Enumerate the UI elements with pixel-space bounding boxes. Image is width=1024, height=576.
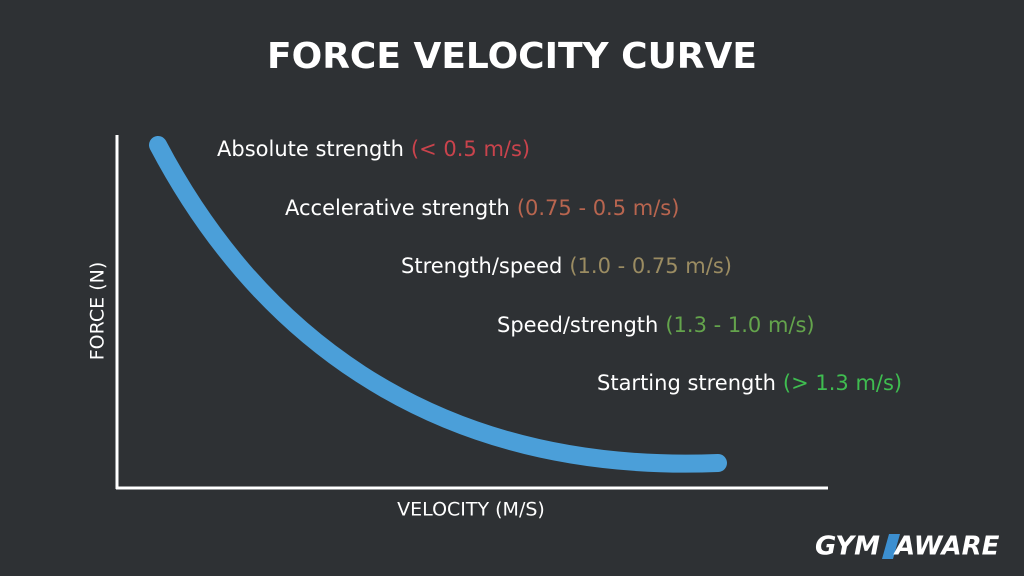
zone-name: Accelerative strength — [285, 196, 510, 220]
zone-name: Absolute strength — [217, 137, 404, 161]
zone-labels: Absolute strength (< 0.5 m/s) Accelerative… — [217, 137, 902, 395]
zone-label: Starting strength (> 1.3 m/s) — [597, 371, 902, 395]
x-axis-label: VELOCITY (M/S) — [397, 499, 545, 521]
logo-slash — [882, 534, 900, 559]
zone-label: Strength/speed (1.0 - 0.75 m/s) — [401, 254, 732, 278]
logo-left: GYM — [815, 532, 880, 562]
zone-range: (< 0.5 m/s) — [411, 137, 530, 161]
zone-label: Absolute strength (< 0.5 m/s) — [217, 137, 530, 161]
zone-label: Accelerative strength (0.75 - 0.5 m/s) — [285, 196, 679, 220]
y-axis-label: FORCE (N) — [87, 262, 109, 361]
zone-range: (1.0 - 0.75 m/s) — [569, 254, 732, 278]
zone-range: (0.75 - 0.5 m/s) — [517, 196, 680, 220]
zone-name: Strength/speed — [401, 254, 562, 278]
curve — [149, 136, 727, 473]
zone-range: (> 1.3 m/s) — [783, 371, 902, 395]
zone-name: Speed/strength — [497, 313, 658, 337]
zone-label: Speed/strength (1.3 - 1.0 m/s) — [497, 313, 815, 337]
logo: GYM AWARE — [815, 532, 1000, 562]
title: FORCE VELOCITY CURVE — [267, 36, 757, 77]
logo-right: AWARE — [893, 532, 1000, 562]
zone-name: Starting strength — [597, 371, 776, 395]
zone-range: (1.3 - 1.0 m/s) — [665, 313, 814, 337]
